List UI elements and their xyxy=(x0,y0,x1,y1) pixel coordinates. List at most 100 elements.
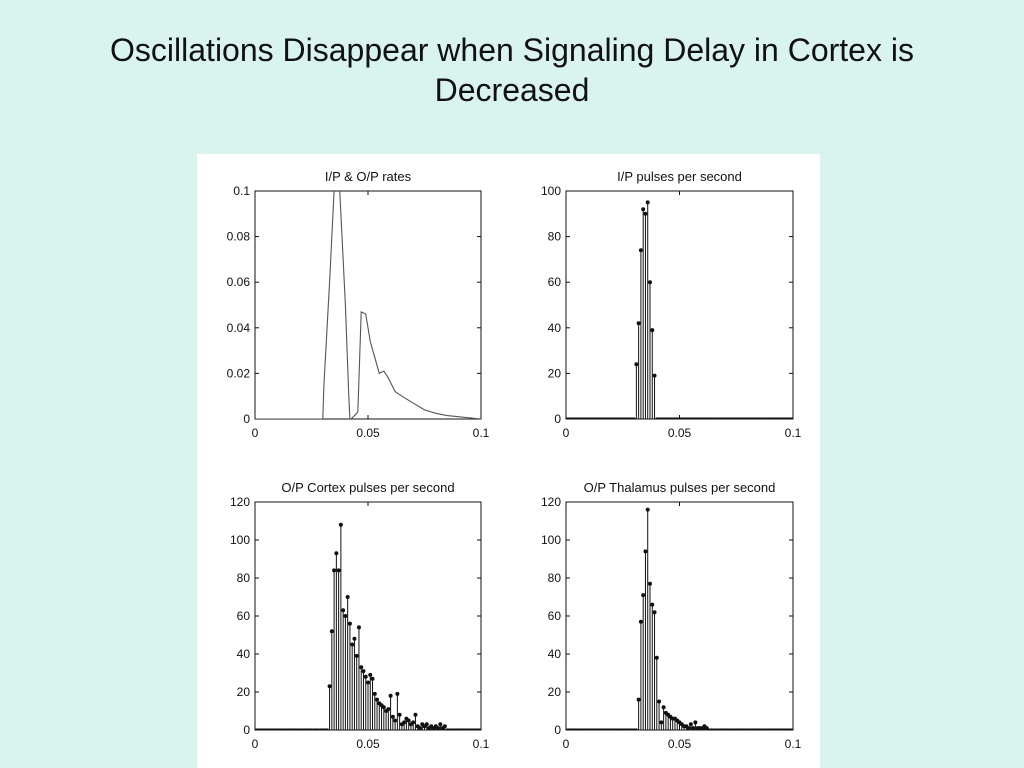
y-tick-label: 0.1 xyxy=(233,184,250,198)
y-tick-label: 20 xyxy=(237,685,251,699)
axes-frame xyxy=(565,501,794,731)
stem-marker xyxy=(686,726,691,730)
stem-marker xyxy=(370,676,375,681)
slide-title-line-1: Oscillations Disappear when Signaling De… xyxy=(110,32,914,68)
plot-area xyxy=(566,507,793,730)
y-tick-label: 40 xyxy=(237,647,251,661)
y-tick-label: 0 xyxy=(243,412,250,426)
stem-marker xyxy=(354,653,359,658)
stem-marker xyxy=(393,718,398,723)
stem-marker xyxy=(341,608,346,613)
x-tick-label: 0.05 xyxy=(668,737,692,751)
subplot-ip-pulses: I/P pulses per second 0 20 40 60 80 100 0 0.05 0.… xyxy=(541,169,802,440)
stem-marker xyxy=(343,614,348,618)
stem-marker xyxy=(375,697,380,702)
stem-marker xyxy=(659,720,664,725)
stem-marker xyxy=(338,522,343,527)
stem-marker xyxy=(395,691,400,696)
x-tick-label: 0.1 xyxy=(785,426,802,440)
stem-marker xyxy=(424,722,429,727)
stem-marker xyxy=(645,200,650,205)
y-tick-label: 80 xyxy=(548,230,562,244)
stem-marker xyxy=(327,684,332,689)
stem-marker xyxy=(436,726,441,730)
series-line-2 xyxy=(348,310,481,419)
stem-marker xyxy=(643,549,648,554)
stem-marker xyxy=(381,705,386,710)
stem-marker xyxy=(654,655,659,660)
stem-marker xyxy=(329,629,334,634)
x-tick-label: 0 xyxy=(252,737,259,751)
stem-marker xyxy=(347,621,352,626)
stem-marker xyxy=(345,595,350,599)
y-tick-label: 120 xyxy=(541,495,561,509)
x-tick-label: 0.05 xyxy=(668,426,692,440)
stem-marker xyxy=(657,699,662,704)
y-tick-label: 0.06 xyxy=(227,275,251,289)
stem-marker xyxy=(636,321,641,326)
axes-frame xyxy=(565,190,794,420)
y-tick-label: 80 xyxy=(237,571,251,585)
y-tick-label: 100 xyxy=(230,533,250,547)
stem-marker xyxy=(402,720,407,725)
stem-marker xyxy=(363,674,368,679)
plot-area xyxy=(566,200,793,419)
y-tick-label: 0.02 xyxy=(227,366,251,380)
x-tick-label: 0 xyxy=(563,426,570,440)
y-tick-label: 0.04 xyxy=(227,321,251,335)
stem-marker xyxy=(361,669,366,674)
stem-marker xyxy=(652,610,657,615)
stem-marker xyxy=(390,714,395,719)
zero-stem-marker xyxy=(479,728,481,730)
stem-marker xyxy=(366,680,370,685)
x-tick-label: 0 xyxy=(563,737,570,751)
y-tick-label: 20 xyxy=(548,685,562,699)
x-tick-label: 0.1 xyxy=(473,426,490,440)
stem-marker xyxy=(438,722,443,727)
stem-marker xyxy=(397,712,402,717)
x-tick-label: 0.05 xyxy=(356,426,380,440)
axes-frame xyxy=(254,190,482,420)
stem-marker xyxy=(641,207,646,212)
x-tick-label: 0.05 xyxy=(356,737,380,751)
zero-stem-marker xyxy=(632,417,636,419)
plot-area xyxy=(255,522,481,730)
stem-marker xyxy=(417,726,422,730)
stem-marker xyxy=(641,593,646,598)
stem-marker xyxy=(332,568,337,573)
stem-marker xyxy=(356,625,361,630)
x-tick-label: 0.1 xyxy=(785,737,802,751)
y-tick-label: 20 xyxy=(548,366,562,380)
figure-panel: I/P & O/P rates 0 0.02 0.04 0.06 0.08 0.1 0 0.05… xyxy=(197,154,820,768)
figure-canvas: I/P & O/P rates 0 0.02 0.04 0.06 0.08 0.1 0 0.05… xyxy=(227,169,802,751)
y-tick-label: 100 xyxy=(541,184,561,198)
stem-marker xyxy=(636,697,641,702)
y-tick-label: 60 xyxy=(548,609,562,623)
stem-marker xyxy=(643,211,648,216)
subplot-title: O/P Cortex pulses per second xyxy=(281,480,454,495)
stem-marker xyxy=(634,362,639,367)
stem-marker xyxy=(647,581,652,586)
y-tick-label: 0 xyxy=(554,412,561,426)
stem-marker xyxy=(650,328,655,333)
stem-marker xyxy=(372,691,377,696)
x-tick-label: 0.1 xyxy=(473,737,490,751)
zero-stem-marker xyxy=(634,728,638,730)
plot-area xyxy=(255,191,481,419)
y-tick-label: 0 xyxy=(554,723,561,737)
stem-marker xyxy=(638,619,643,624)
y-tick-label: 80 xyxy=(548,571,562,585)
stem-marker xyxy=(650,602,655,607)
zero-stem-marker xyxy=(791,417,793,419)
stem-marker xyxy=(334,551,339,556)
subplot-thalamus-pulses: O/P Thalamus pulses per second 0 20 40 60 80 1… xyxy=(541,480,802,751)
y-tick-label: 40 xyxy=(548,321,562,335)
stem-marker xyxy=(368,672,373,677)
stem-marker xyxy=(406,718,411,723)
slide-title: Oscillations Disappear when Signaling De… xyxy=(0,30,1024,110)
stem-marker xyxy=(661,705,666,710)
stem-marker xyxy=(638,248,643,253)
y-tick-label: 60 xyxy=(548,275,562,289)
zero-stem-marker xyxy=(325,728,329,730)
y-tick-label: 0.08 xyxy=(227,230,251,244)
